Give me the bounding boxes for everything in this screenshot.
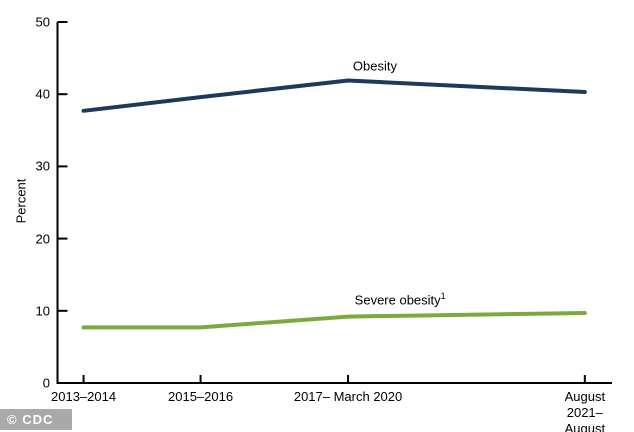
severe-obesity-line-label-sup: 1 (440, 291, 446, 302)
axis-spine (56, 22, 612, 384)
obesity-line-label-text: Obesity (352, 58, 397, 74)
y-axis-title: Percent (13, 178, 29, 224)
obesity-line-label: Obesity (353, 59, 397, 74)
y-axis-tick-label: 50 (35, 14, 50, 30)
x-axis-tick-label: 2015–2016 (168, 389, 234, 404)
y-axis-tick-label: 10 (35, 303, 50, 319)
series-line-obesity (81, 78, 587, 113)
y-axis-tick-label: 20 (35, 231, 50, 247)
severe-obesity-line-label: Severe obesity1 (354, 291, 446, 308)
y-axis-tick-label: 0 (42, 375, 50, 391)
x-axis-tick-label: August 2021– August 2023 (564, 389, 606, 432)
x-axis-tick-label: 2013–2014 (51, 389, 117, 404)
series-line-severe-obesity (81, 310, 587, 330)
severe-obesity-line-label-text: Severe obesity (354, 292, 441, 308)
y-axis-tick-label: 30 (35, 158, 50, 174)
cdc-watermark: © CDC (0, 409, 72, 430)
x-axis-tick-label: 2017– March 2020 (293, 389, 403, 404)
y-axis-tick-label: 40 (35, 86, 50, 102)
